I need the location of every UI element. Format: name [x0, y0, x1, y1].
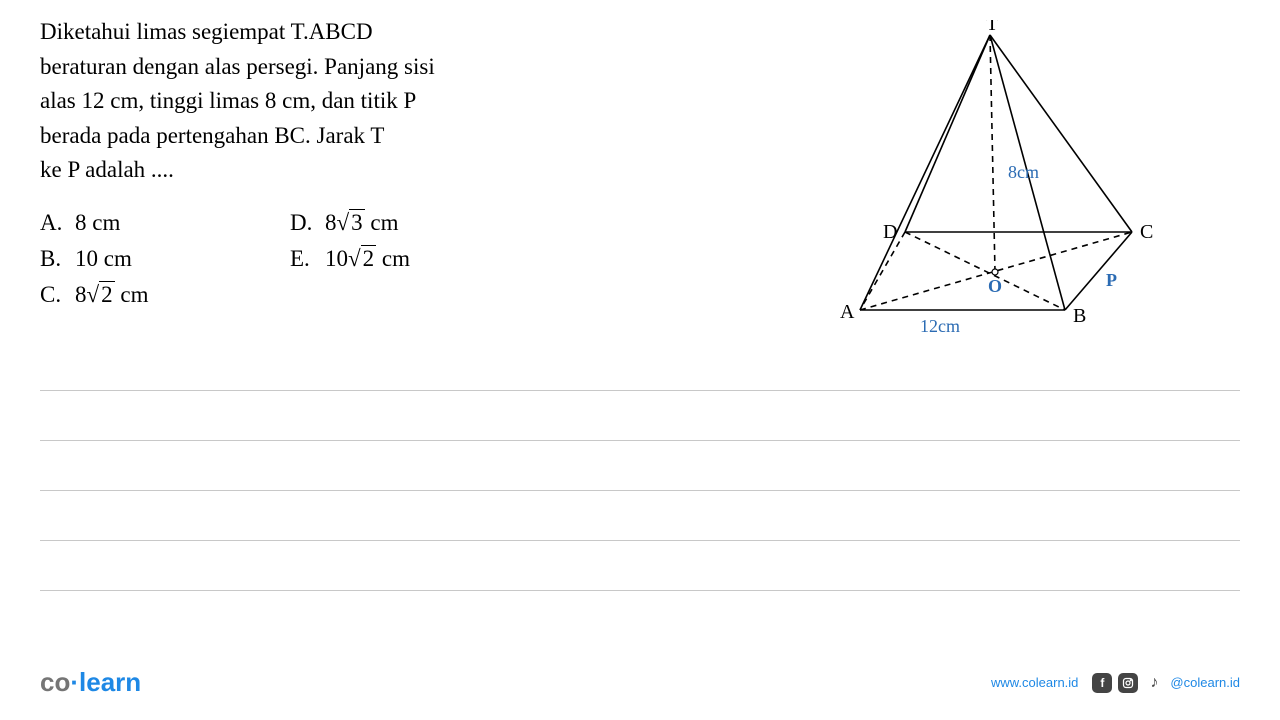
logo-suffix: learn	[79, 667, 141, 697]
social-icons: f ♪ @colearn.id	[1092, 673, 1240, 693]
q-line1: Diketahui limas segiempat T.ABCD	[40, 19, 373, 44]
logo: co·learn	[40, 667, 141, 698]
content-area: Diketahui limas segiempat T.ABCD beratur…	[0, 0, 1280, 308]
ruled-line	[40, 390, 1240, 440]
question-block: Diketahui limas segiempat T.ABCD beratur…	[40, 15, 660, 308]
footer: co·learn www.colearn.id f ♪ @colearn.id	[40, 667, 1240, 698]
option-b-label: B.	[40, 246, 75, 272]
ruled-lines	[40, 390, 1240, 640]
option-b-value: 10 cm	[75, 246, 132, 272]
facebook-icon[interactable]: f	[1092, 673, 1112, 693]
q-line2: beraturan dengan alas persegi. Panjang s…	[40, 54, 435, 79]
option-e[interactable]: E. 102 cm	[290, 246, 540, 272]
ruled-line	[40, 490, 1240, 540]
footer-url[interactable]: www.colearn.id	[991, 675, 1078, 690]
q-line5: ke P adalah ....	[40, 157, 174, 182]
option-e-label: E.	[290, 246, 325, 272]
tiktok-icon[interactable]: ♪	[1144, 673, 1164, 693]
svg-text:C: C	[1140, 221, 1153, 243]
svg-text:A: A	[840, 301, 855, 323]
svg-text:T: T	[986, 20, 998, 35]
option-e-value: 102 cm	[325, 246, 410, 272]
question-text: Diketahui limas segiempat T.ABCD beratur…	[40, 15, 660, 188]
option-d-label: D.	[290, 210, 325, 236]
logo-dot: ·	[70, 667, 79, 697]
footer-right: www.colearn.id f ♪ @colearn.id	[991, 673, 1240, 693]
ruled-line	[40, 590, 1240, 640]
option-a-value: 8 cm	[75, 210, 120, 236]
option-d[interactable]: D. 83 cm	[290, 210, 540, 236]
social-handle[interactable]: @colearn.id	[1170, 675, 1240, 690]
options-grid: A. 8 cm D. 83 cm B. 10 cm E. 102 cm C. 8…	[40, 210, 660, 308]
option-a[interactable]: A. 8 cm	[40, 210, 290, 236]
logo-prefix: co	[40, 667, 70, 697]
instagram-icon[interactable]	[1118, 673, 1138, 693]
svg-text:P: P	[1106, 270, 1117, 290]
pyramid-diagram: T A B C D O P 8cm 12cm	[810, 20, 1190, 350]
ruled-line	[40, 440, 1240, 490]
q-line4: berada pada pertengahan BC. Jarak T	[40, 123, 384, 148]
option-c-value: 82 cm	[75, 282, 148, 308]
option-d-value: 83 cm	[325, 210, 398, 236]
svg-text:B: B	[1073, 305, 1086, 327]
option-b[interactable]: B. 10 cm	[40, 246, 290, 272]
svg-text:12cm: 12cm	[920, 316, 960, 336]
diagram-block: TABCDOP8cm12cm	[660, 15, 1240, 308]
ruled-line	[40, 540, 1240, 590]
svg-text:O: O	[988, 276, 1002, 296]
option-a-label: A.	[40, 210, 75, 236]
q-line3: alas 12 cm, tinggi limas 8 cm, dan titik…	[40, 88, 416, 113]
svg-text:8cm: 8cm	[1008, 162, 1039, 182]
option-c[interactable]: C. 82 cm	[40, 282, 290, 308]
svg-text:D: D	[883, 221, 897, 243]
option-c-label: C.	[40, 282, 75, 308]
